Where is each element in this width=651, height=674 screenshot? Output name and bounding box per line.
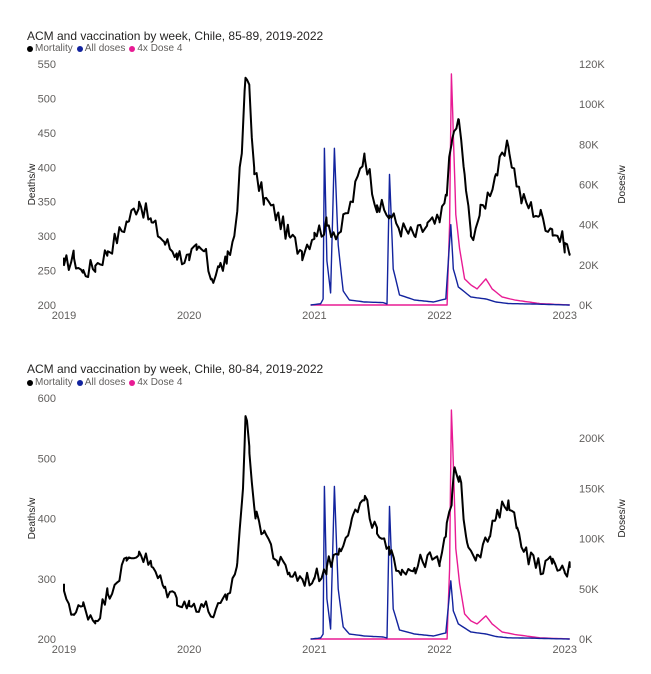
y2-tick-label: 20K <box>579 260 599 272</box>
x-tick-label: 2021 <box>302 644 326 656</box>
y-tick-label: 550 <box>38 59 56 71</box>
x-tick-label: 2023 <box>552 644 576 656</box>
y-axis-title: Deaths/w <box>27 163 38 205</box>
series-line-mortality <box>63 76 571 284</box>
legend-dot-all-doses <box>76 379 83 386</box>
y2-tick-label: 100K <box>579 99 605 111</box>
x-tick-label: 2019 <box>52 644 76 656</box>
legend-dot-all-doses <box>76 45 83 52</box>
legend-label: 4x Dose 4 <box>137 377 183 388</box>
chart-plot: 200 300 400 500 600 0K 50K 100K 150K 200K 2019 2020… <box>27 393 628 656</box>
legend-label: Mortality <box>35 377 73 388</box>
y-tick-label: 300 <box>38 574 56 586</box>
series-line-all-doses <box>310 147 570 306</box>
y2-axis-title: Doses/w <box>617 499 628 538</box>
x-tick-label: 2022 <box>427 310 451 322</box>
x-tick-label: 2022 <box>427 644 451 656</box>
y-tick-label: 400 <box>38 514 56 526</box>
chart-plot: 200 250 300 350 400 450 500 550 0K 20K 40K 60K 80K 10… <box>27 59 628 322</box>
x-tick-label: 2020 <box>177 644 201 656</box>
y-axis-title: Deaths/w <box>27 497 38 539</box>
x-tick-label: 2019 <box>52 310 76 322</box>
y-tick-label: 500 <box>38 93 56 105</box>
legend-label: Mortality <box>35 43 73 54</box>
legend-item-mortality: Mortality <box>27 377 73 388</box>
y2-tick-label: 40K <box>579 220 599 232</box>
legend-item-mortality: Mortality <box>27 43 73 54</box>
legend-label: All doses <box>84 377 126 388</box>
chart-panel-80-84: ACM and vaccination by week, Chile, 80-8… <box>0 337 651 674</box>
x-tick-label: 2023 <box>552 310 576 322</box>
chart-panel-85-89: ACM and vaccination by week, Chile, 85-8… <box>27 29 628 322</box>
y2-tick-label: 60K <box>579 180 599 192</box>
legend-item-dose-4: 4x Dose 4 <box>129 377 182 388</box>
y-tick-label: 500 <box>38 453 56 465</box>
series-line-all-doses <box>310 485 570 640</box>
chart-legend: Mortality All doses 4x Dose 4 <box>27 377 186 388</box>
legend-label: 4x Dose 4 <box>137 43 183 54</box>
x-tick-label: 2021 <box>302 310 326 322</box>
y-tick-label: 250 <box>38 266 56 278</box>
y2-axis-title: Doses/w <box>617 165 628 204</box>
legend-item-dose-4: 4x Dose 4 <box>129 43 182 54</box>
y2-tick-label: 150K <box>579 483 605 495</box>
series-line-4x-dose-4 <box>310 409 570 640</box>
y-tick-label: 450 <box>38 128 56 140</box>
y2-tick-label: 80K <box>579 139 599 151</box>
legend-item-all-doses: All doses <box>76 377 126 388</box>
chart-title: ACM and vaccination by week, Chile, 85-8… <box>27 29 324 43</box>
legend-dot-mortality <box>27 45 33 52</box>
x-tick-label: 2020 <box>177 310 201 322</box>
y-tick-label: 400 <box>38 162 56 174</box>
legend-dot-dose-4 <box>129 45 136 52</box>
legend-dot-mortality <box>27 379 33 386</box>
series-line-mortality <box>63 415 571 625</box>
y2-tick-label: 0K <box>579 634 593 646</box>
series-line-4x-dose-4 <box>310 73 570 306</box>
y-tick-label: 350 <box>38 197 56 209</box>
chart-title: ACM and vaccination by week, Chile, 80-8… <box>27 362 324 376</box>
y2-tick-label: 120K <box>579 59 605 71</box>
y2-tick-label: 100K <box>579 534 605 546</box>
y2-tick-label: 50K <box>579 584 599 596</box>
y-tick-label: 300 <box>38 231 56 243</box>
chart-legend: Mortality All doses 4x Dose 4 <box>27 43 186 54</box>
y2-tick-label: 200K <box>579 433 605 445</box>
legend-label: All doses <box>84 43 126 54</box>
y-tick-label: 200 <box>38 300 56 312</box>
legend-dot-dose-4 <box>129 379 136 386</box>
y-tick-label: 600 <box>38 393 56 405</box>
legend-item-all-doses: All doses <box>76 43 126 54</box>
y2-tick-label: 0K <box>579 300 593 312</box>
y-tick-label: 200 <box>38 634 56 646</box>
